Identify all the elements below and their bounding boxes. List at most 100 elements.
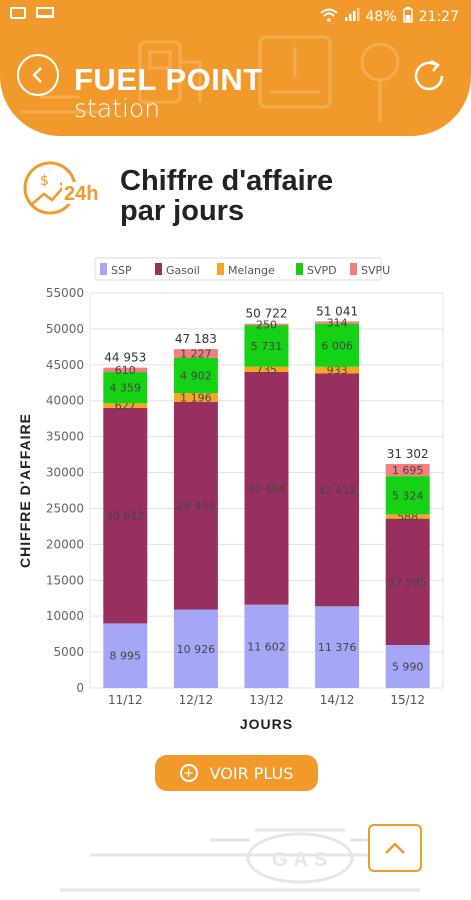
bar-value-label: 5 731	[251, 340, 283, 353]
battery-icon	[402, 7, 413, 27]
y-tick-label: 25000	[46, 501, 84, 515]
x-tick-label: 15/12	[390, 693, 425, 707]
clock: 21:27	[418, 9, 459, 25]
bar-segment-ssp	[173, 609, 218, 688]
y-tick-label: 55000	[46, 286, 84, 300]
bar-segment-svpu	[103, 367, 148, 373]
y-tick-label: 50000	[46, 322, 84, 336]
page-title-line1: Chiffre d'affaire	[120, 165, 334, 197]
bar-segment-melange	[103, 403, 148, 408]
bar-total-label: 31 302	[387, 447, 429, 461]
y-tick-label: 45000	[46, 358, 84, 372]
bar-segment-ssp	[315, 606, 360, 688]
bar-segment-svpd	[103, 372, 148, 404]
chevron-left-icon	[32, 67, 42, 83]
y-tick-label: 40000	[46, 394, 84, 408]
bar-segment-melange	[385, 514, 430, 519]
bar-value-label: 30 012	[106, 510, 145, 523]
revenue-chart: 0 5000 10000 15000 20000 25000 30000 35000 40000…	[0, 250, 471, 740]
signal-icon	[344, 8, 360, 26]
page-title: Chiffre d'affaire par jours	[120, 166, 333, 226]
bar-segment-gasoil	[173, 401, 218, 610]
legend-swatch-svpu	[350, 263, 357, 275]
bar-segment-svpd	[173, 357, 218, 394]
gas-station-decoration: GAS	[60, 828, 420, 892]
page-title-line2: par jours	[120, 195, 245, 227]
y-tick-label: 5000	[53, 645, 84, 659]
bar-segment-gasoil	[385, 518, 430, 645]
bar-segment-svpu	[173, 349, 218, 358]
bar-value-label: 32 404	[247, 482, 286, 495]
x-axis-label: JOURS	[240, 716, 293, 732]
y-tick-label: 15000	[46, 573, 84, 587]
bar-value-label: 1 227	[180, 348, 212, 361]
bar-segment-gasoil	[315, 373, 360, 607]
bar-value-label: 6 006	[321, 339, 353, 352]
image-notification-icon	[10, 7, 26, 19]
refresh-icon	[414, 59, 444, 91]
bar-segment-svpd	[385, 476, 430, 515]
bar-value-label: 17 595	[388, 576, 427, 589]
bar-value-label: 933	[327, 364, 348, 377]
y-tick-label: 0	[76, 681, 84, 695]
app-header: FUEL POINT station	[0, 32, 471, 136]
bar-value-label: 8 995	[110, 650, 142, 663]
svg-text:24h: 24h	[64, 183, 98, 205]
bar-total-label: 47 183	[175, 332, 217, 346]
brand-subtitle: station	[74, 94, 161, 123]
revenue-24h-icon: $ 24h	[22, 160, 106, 216]
legend-swatch-melange	[217, 263, 224, 275]
y-tick-label: 10000	[46, 609, 84, 623]
bar-value-label: 10 926	[177, 643, 216, 656]
bar-segment-ssp	[244, 604, 289, 688]
voir-plus-button[interactable]: + VOIR PLUS	[155, 755, 318, 791]
bar-value-label: 11 602	[247, 640, 286, 653]
legend-box	[94, 257, 382, 281]
legend-label: SVPD	[307, 264, 337, 277]
bar-value-label: 610	[115, 364, 136, 377]
bar-total-label: 50 722	[246, 307, 288, 321]
bar-segment-melange	[173, 393, 218, 402]
status-bar: 48% 21:27	[0, 0, 471, 32]
refresh-button[interactable]	[409, 56, 449, 96]
y-tick-label: 35000	[46, 430, 84, 444]
header-background-pattern	[20, 35, 400, 122]
bar-segment-svpu	[385, 463, 430, 477]
bar-segment-melange	[315, 366, 360, 374]
legend-swatch-gasoil	[155, 263, 162, 275]
bar-segment-gasoil	[103, 407, 148, 624]
brand-title: FUEL POINT	[74, 62, 263, 97]
x-tick-label: 14/12	[320, 693, 355, 707]
bar-value-label: 314	[327, 317, 348, 330]
plus-circle-icon: +	[179, 764, 198, 782]
scroll-to-top-button[interactable]	[368, 824, 422, 872]
bar-segment-svpd	[244, 325, 289, 367]
bar-total-label: 44 953	[104, 351, 146, 365]
legend-swatch-ssp	[100, 263, 107, 275]
bar-segment-gasoil	[244, 371, 289, 605]
bar-segment-svpd	[315, 323, 360, 367]
chart-svg: 0 5000 10000 15000 20000 25000 30000 35000 40000…	[17, 257, 444, 732]
svg-text:$: $	[40, 173, 49, 189]
bar-value-label: 32 412	[318, 484, 357, 497]
x-tick-label: 12/12	[179, 693, 214, 707]
bar-segment-svpu	[244, 323, 289, 326]
bar-segment-ssp	[103, 623, 148, 688]
legend-swatch-svpd	[296, 263, 303, 275]
voir-plus-label: VOIR PLUS	[209, 763, 294, 783]
bar-value-label: 250	[256, 319, 277, 332]
bar-segment-ssp	[385, 644, 430, 688]
bar-value-label: 4 902	[180, 370, 212, 383]
bar-segment-svpu	[315, 321, 360, 324]
legend-label: Gasoil	[166, 264, 200, 277]
bar-segment-melange	[244, 366, 289, 372]
bar-value-label: 5 990	[392, 660, 424, 673]
battery-percent: 48%	[365, 9, 397, 25]
bar-value-label: 5 324	[392, 489, 424, 502]
chevron-up-icon	[385, 842, 405, 854]
bar-value-label: 4 359	[110, 382, 142, 395]
y-tick-label: 30000	[46, 466, 84, 480]
legend-label: Melange	[228, 264, 275, 277]
back-button[interactable]	[17, 54, 59, 96]
bar-value-label: 1 196	[180, 391, 212, 404]
